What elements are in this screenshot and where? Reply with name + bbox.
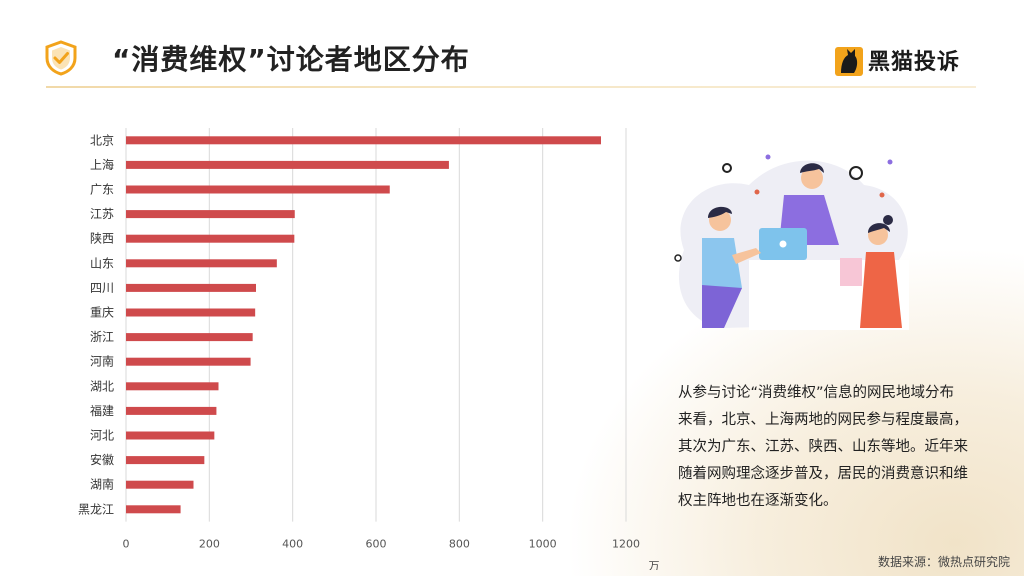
header: “消费维权”讨论者地区分布 黑猫投诉 — [0, 0, 1024, 90]
bar — [126, 357, 251, 366]
x-tick-label: 200 — [199, 538, 220, 551]
y-category-label: 湖北 — [90, 378, 114, 393]
y-category-label: 浙江 — [90, 330, 114, 344]
page-title: “消费维权”讨论者地区分布 — [112, 43, 470, 76]
y-category-label: 陕西 — [90, 231, 114, 246]
x-tick-label: 400 — [282, 538, 303, 551]
x-tick-label: 1000 — [529, 538, 557, 551]
brand-logo: 黑猫投诉 — [834, 42, 960, 78]
y-category-label: 河北 — [90, 429, 114, 443]
bar — [126, 283, 256, 292]
bar — [126, 308, 256, 317]
bar-chart: 0 200 400 600 800 1000 1200 北京上海广东江苏陕西山东四川重庆浙江河… — [0, 120, 660, 573]
bar — [126, 234, 295, 243]
bar — [126, 382, 219, 391]
y-category-label: 黑龙江 — [78, 502, 114, 516]
y-category-label: 山东 — [90, 256, 114, 270]
x-tick-label: 600 — [366, 538, 387, 551]
discussion-illustration — [674, 154, 909, 330]
bar — [126, 259, 277, 268]
brand-name: 黑猫投诉 — [868, 50, 961, 75]
bar — [126, 406, 217, 415]
bar — [126, 136, 601, 145]
bar — [126, 480, 194, 489]
cat-logo-icon — [835, 47, 863, 76]
y-category-label: 北京 — [90, 133, 114, 147]
x-tick-label: 0 — [123, 538, 130, 551]
description-text: 从参与讨论“消费维权”信息的网民地域分布来看，北京、上海两地的网民参与程度最高，… — [678, 385, 968, 509]
y-category-label: 上海 — [90, 157, 114, 172]
x-tick-label: 800 — [449, 538, 470, 551]
data-source: 数据来源：微热点研究院 — [877, 555, 1010, 569]
y-category-label: 广东 — [90, 183, 114, 197]
y-category-label: 湖南 — [90, 477, 114, 492]
y-category-label: 安徽 — [90, 452, 114, 467]
x-tick-label: 1200 — [612, 538, 640, 551]
x-unit-label: 万 — [649, 560, 660, 570]
bar — [126, 210, 295, 219]
shield-check-icon — [45, 40, 77, 76]
y-category-label: 四川 — [90, 281, 114, 295]
y-category-label: 重庆 — [90, 306, 114, 320]
bar — [126, 456, 205, 465]
y-category-label: 江苏 — [90, 207, 114, 221]
header-divider — [46, 86, 976, 88]
bar — [126, 431, 215, 440]
bar — [126, 185, 390, 194]
bar — [126, 160, 449, 169]
y-category-label: 福建 — [90, 403, 114, 418]
bar — [126, 505, 181, 514]
y-category-label: 河南 — [90, 354, 114, 369]
bar — [126, 333, 253, 342]
chart-svg: 0 200 400 600 800 1000 1200 北京上海广东江苏陕西山东四川重庆浙江河… — [78, 128, 660, 573]
